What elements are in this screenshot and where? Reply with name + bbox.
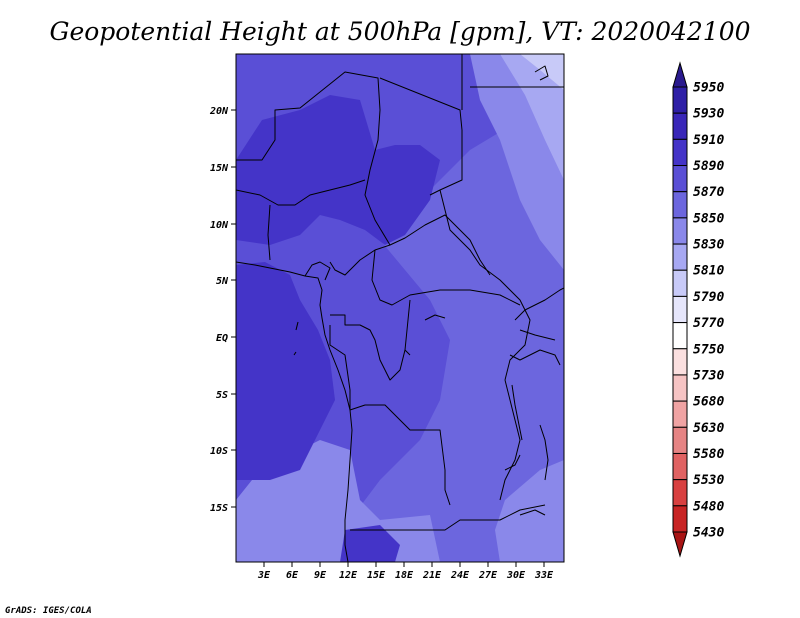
colorbar-segment	[672, 165, 688, 193]
colorbar-segment	[672, 112, 688, 140]
colorbar-label: 5870	[693, 185, 724, 200]
lon-label: 3E	[257, 570, 271, 581]
lon-label: 33E	[534, 570, 554, 581]
colorbar-segment	[672, 322, 688, 350]
colorbar-label: 5850	[693, 211, 724, 226]
colorbar-segment	[672, 191, 688, 219]
colorbar-label: 5810	[693, 264, 724, 279]
lat-label: 15N	[210, 163, 229, 174]
field-level-5890-gulf	[236, 262, 335, 480]
lake-detail-3	[404, 349, 411, 356]
lon-label: 27E	[478, 570, 498, 581]
colorbar-label: 5750	[693, 342, 724, 357]
lake-kariba	[519, 509, 546, 516]
colorbar-segment	[672, 374, 688, 402]
lake-malawi	[539, 424, 549, 481]
island-sao-tome	[293, 351, 297, 356]
border-uganda-kenya	[514, 287, 564, 321]
colorbar-segment	[672, 479, 688, 507]
latitude-labels: 20N 15N 10N 5N EQ 5S 10S 15S	[209, 106, 229, 514]
colorbar-segment	[672, 86, 688, 114]
lat-label: 10N	[210, 220, 229, 231]
border-north-2	[236, 179, 366, 206]
atlantic-coastline	[236, 261, 353, 562]
lon-label: 9E	[314, 570, 327, 581]
lat-label: 15S	[210, 503, 228, 514]
lake-victoria-north	[519, 329, 556, 341]
colorbar: 5950 5930 5910 5890 5870 5850 5830 5810 5790 5770…	[672, 61, 724, 558]
island-bioko	[295, 321, 299, 331]
colorbar-segment	[672, 452, 688, 481]
map-title: Geopotential Height at 500hPa [gpm], VT:…	[49, 17, 750, 46]
border-sudan-south	[439, 189, 531, 381]
field-level-5790	[520, 54, 564, 90]
colorbar-segment	[672, 505, 688, 533]
lake-detail	[504, 454, 521, 471]
colorbar-arrow-top	[672, 61, 688, 88]
colorbar-label: 5630	[693, 421, 724, 436]
colorbar-label: 5730	[693, 368, 724, 383]
geopotential-field	[236, 54, 564, 562]
colorbar-segment	[672, 269, 688, 297]
lake-tanganyika	[511, 384, 523, 441]
lon-label: 15E	[367, 570, 386, 581]
map-frame	[235, 53, 565, 563]
border-north-3	[267, 204, 271, 261]
colorbar-label: 5680	[693, 395, 724, 410]
colorbar-label: 5430	[693, 526, 724, 541]
border-car	[371, 249, 521, 306]
colorbar-label: 5890	[693, 159, 724, 174]
colorbar-segment	[672, 217, 688, 245]
lon-label: 24E	[450, 570, 470, 581]
border-north-1	[236, 71, 491, 276]
lon-label: 21E	[422, 570, 442, 581]
lake-detail-2	[424, 314, 446, 321]
field-level-5850	[340, 100, 564, 562]
colorbar-segment	[672, 426, 688, 454]
border-east-drc	[499, 379, 521, 501]
field-level-5890-north	[236, 95, 440, 245]
colorbar-arrow-bottom	[672, 531, 688, 558]
lon-label: 30E	[506, 570, 526, 581]
lat-label: 5S	[216, 390, 228, 401]
colorbar-label: 5950	[693, 81, 724, 96]
colorbar-label: 5480	[693, 499, 724, 514]
colorbar-segment	[672, 400, 688, 428]
sinai-coast	[534, 65, 549, 81]
border-southern	[350, 504, 546, 531]
border-congo	[330, 299, 411, 381]
axis-ticks	[231, 109, 545, 567]
lat-label: 20N	[209, 106, 229, 117]
lat-label: 5N	[216, 276, 229, 287]
colorbar-label: 5530	[693, 473, 724, 488]
credit-label: GrADS: IGES/COLA	[5, 606, 92, 616]
colorbar-label: 5770	[693, 316, 724, 331]
border-drc-angola	[329, 325, 451, 506]
field-level-5890-south	[340, 525, 400, 562]
lat-label: 10S	[210, 446, 228, 457]
country-borders	[236, 54, 564, 562]
colorbar-segment	[672, 138, 688, 167]
lon-label: 6E	[286, 570, 299, 581]
colorbar-label: 5830	[693, 238, 724, 253]
lat-label: EQ	[216, 333, 228, 344]
colorbar-segment	[672, 348, 688, 376]
longitude-labels: 3E 6E 9E 12E 15E 18E 21E 24E 27E 30E 33E	[257, 570, 554, 581]
border-cameroon	[329, 244, 391, 276]
lake-victoria-south	[509, 349, 561, 366]
colorbar-segment	[672, 243, 688, 271]
colorbar-segment	[672, 295, 688, 324]
colorbar-label: 5910	[693, 133, 724, 148]
coast-detail	[304, 261, 331, 281]
colorbar-label: 5580	[693, 447, 724, 462]
field-level-5810	[500, 54, 564, 180]
colorbar-label: 5790	[693, 290, 724, 305]
lon-label: 12E	[339, 570, 358, 581]
colorbar-label: 5930	[693, 107, 724, 122]
field-level-5830-southeast	[495, 460, 564, 562]
lon-label: 18E	[395, 570, 414, 581]
